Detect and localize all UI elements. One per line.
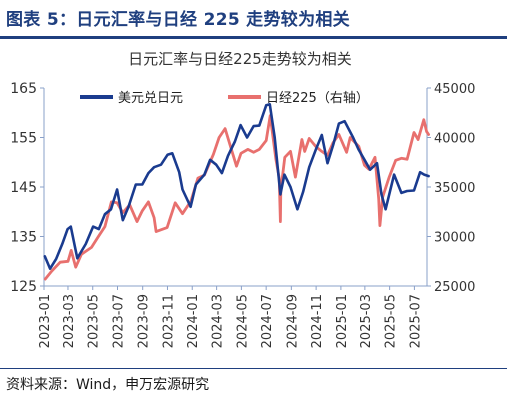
right-tick-label: 25000 (434, 280, 475, 295)
legend: 美元兑日元 日经225（右轴） (80, 91, 369, 106)
x-tick-label: 2025-07 (408, 294, 423, 348)
figure-title: 图表 5：日元汇率与日经 225 走势较为相关 (6, 10, 350, 30)
right-tick-label: 40000 (434, 132, 475, 147)
x-tick-label: 2024-01 (186, 294, 201, 348)
right-tick-label: 45000 (434, 82, 475, 97)
left-tick-label: 165 (10, 81, 37, 97)
left-tick-label: 125 (10, 279, 37, 295)
footer-divider (0, 368, 507, 369)
series-line-usdjpy (43, 103, 430, 271)
left-tick-label: 135 (10, 230, 37, 246)
x-tick-label: 2024-09 (285, 294, 300, 348)
x-tick-label: 2024-07 (260, 294, 275, 348)
x-tick-label: 2023-05 (87, 294, 102, 348)
x-tick-label: 2024-11 (310, 294, 325, 348)
x-tick-label: 2025-03 (359, 294, 374, 348)
axes: 125 135 145 155 165 25000 30000 35000 40000 45000… (10, 81, 475, 348)
left-tick-label: 155 (10, 131, 37, 147)
x-tick-label: 2024-05 (235, 294, 250, 348)
legend-label-nikkei: 日经225（右轴） (266, 91, 369, 106)
line-chart: 日元汇率与日经225走势较为相关 美元兑日元 日经225（右轴） 1251351… (10, 50, 475, 348)
series-layer (43, 103, 431, 281)
right-tick-label: 35000 (434, 181, 475, 196)
x-tick-label: 2023-07 (112, 294, 127, 348)
chart-title: 日元汇率与日经225走势较为相关 (128, 50, 352, 68)
x-tick-label: 2023-01 (38, 294, 53, 348)
figure-header: 图表 5：日元汇率与日经 225 走势较为相关 (0, 0, 507, 39)
x-tick-label: 2023-09 (137, 294, 152, 348)
source-note: 资料来源：Wind，申万宏源研究 (6, 377, 210, 393)
legend-label-usdjpy: 美元兑日元 (118, 91, 183, 106)
header-divider (0, 36, 507, 39)
x-tick-label: 2023-11 (161, 294, 176, 348)
x-tick-label: 2025-05 (384, 294, 399, 348)
x-tick-label: 2024-03 (211, 294, 226, 348)
right-tick-label: 30000 (434, 231, 475, 246)
left-tick-label: 145 (10, 180, 37, 196)
x-tick-label: 2023-03 (62, 294, 77, 348)
x-tick-label: 2025-01 (335, 294, 350, 348)
series-line-nikkei (43, 114, 431, 281)
